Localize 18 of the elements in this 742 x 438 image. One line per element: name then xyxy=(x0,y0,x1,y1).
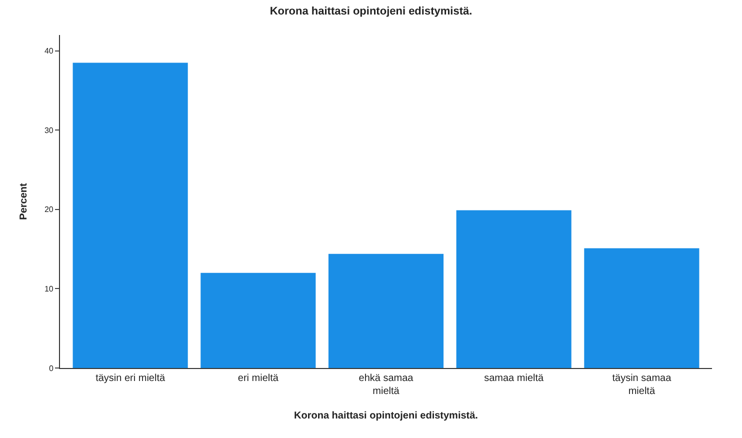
x-axis-title: Korona haittasi opintojeni edistymistä. xyxy=(294,410,478,422)
y-axis-title: Percent xyxy=(18,182,30,220)
x-tick-label: eri mieltä xyxy=(238,373,279,384)
y-tick-label: 20 xyxy=(44,205,54,214)
bar xyxy=(200,272,316,368)
y-tick-label: 10 xyxy=(44,284,54,294)
x-tick-label: ehkä samaa mieltä xyxy=(358,373,414,397)
x-tick-label: täysin samaa mieltä xyxy=(612,373,672,397)
chart-title: Korona haittasi opintojeni edistymistä. xyxy=(270,5,472,18)
x-tick-label: täysin eri mieltä xyxy=(96,373,166,384)
y-tick-label: 0 xyxy=(48,364,54,373)
bar xyxy=(456,210,572,368)
bar xyxy=(72,62,188,368)
y-tick-label: 30 xyxy=(44,126,54,135)
y-tick-label: 40 xyxy=(44,46,54,56)
x-tick-label: samaa mieltä xyxy=(484,373,544,384)
bar xyxy=(584,248,700,368)
bar xyxy=(328,254,444,368)
